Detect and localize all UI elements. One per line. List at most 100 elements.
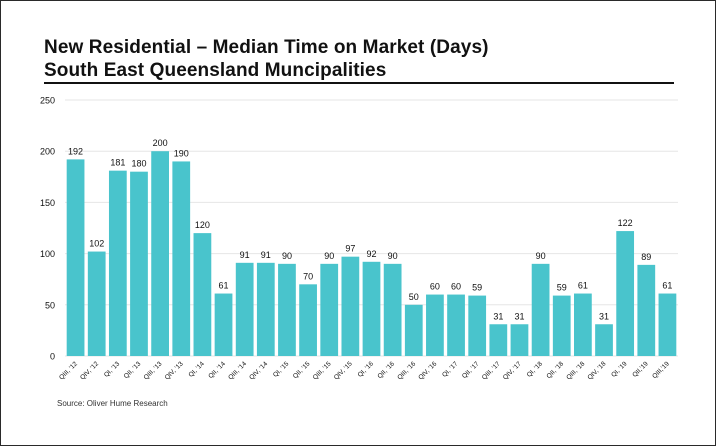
chart-title-block: New Residential – Median Time on Market …: [44, 36, 489, 82]
x-tick-label: QIII, '13: [143, 360, 164, 381]
x-tick-label: QIV, '15: [333, 360, 354, 381]
data-label: 59: [557, 283, 567, 293]
data-label: 70: [303, 271, 313, 281]
x-tick-label: QI, '18: [526, 360, 545, 379]
bar: [468, 295, 487, 356]
data-label: 180: [131, 159, 146, 169]
data-label: 120: [195, 220, 210, 230]
bar: [256, 262, 275, 356]
data-label: 92: [366, 249, 376, 259]
data-label: 31: [514, 311, 524, 321]
bar: [362, 261, 381, 356]
data-label: 91: [240, 250, 250, 260]
data-label: 60: [430, 282, 440, 292]
x-tick-label: QIII, '14: [227, 360, 248, 381]
data-label: 90: [324, 251, 334, 261]
y-tick-label: 150: [40, 198, 55, 208]
x-tick-label: QII, '16: [376, 360, 396, 380]
data-label: 60: [451, 282, 461, 292]
data-label: 91: [261, 250, 271, 260]
data-labels: 192 102 181 180 200 190 120 61 91 91 90 70 90 97 92 90 5…: [68, 138, 672, 321]
y-tick-label: 50: [45, 300, 55, 310]
bar: [299, 284, 317, 356]
chart-title: New Residential – Median Time on Market …: [44, 37, 489, 58]
x-tick-label: QII, '17: [461, 360, 481, 380]
data-label: 89: [641, 252, 651, 262]
y-tick-label: 250: [40, 96, 55, 106]
x-tick-label: QI, '16: [357, 360, 376, 379]
bar: [616, 231, 635, 356]
x-tick-label: QIII, '17: [481, 360, 502, 381]
data-label: 61: [219, 281, 229, 291]
bar: [510, 324, 529, 356]
data-label: 190: [174, 148, 189, 158]
data-label: 192: [68, 146, 83, 156]
bar: [278, 263, 296, 356]
x-tick-label: QIII, '18: [565, 360, 586, 381]
bar: [172, 161, 191, 356]
x-tick-label: QII, '15: [292, 360, 312, 380]
x-tick-label: QII,'19: [631, 360, 650, 379]
x-tick-label: QIV, '17: [502, 360, 523, 381]
bar: [489, 324, 508, 356]
bars: [66, 151, 677, 356]
x-tick-label: QIV, '16: [417, 360, 438, 381]
bar: [108, 170, 127, 356]
x-tick-label: QIII,'19: [651, 360, 671, 380]
x-tick-label: QI, '14: [187, 360, 206, 379]
data-label: 61: [578, 281, 588, 291]
bar: [320, 263, 339, 356]
data-label: 50: [409, 292, 419, 302]
title-rule: [44, 82, 674, 84]
bar: [447, 294, 465, 356]
x-tick-label: QIV, '14: [248, 360, 269, 381]
x-tick-label: QIII, '12: [58, 360, 79, 381]
data-label: 181: [110, 158, 125, 168]
data-label: 90: [536, 251, 546, 261]
data-label: 122: [618, 218, 633, 228]
bar: [130, 171, 148, 356]
data-label: 61: [662, 281, 672, 291]
x-tick-label: QIV, '18: [586, 360, 607, 381]
data-label: 102: [89, 239, 104, 249]
bar: [235, 262, 254, 356]
bar: [426, 294, 444, 356]
x-tick-label: QII, '13: [123, 360, 143, 380]
x-tick-label: QII, '18: [546, 360, 566, 380]
y-tick-label: 100: [40, 249, 55, 259]
x-tick-label: QIII, '16: [396, 360, 417, 381]
x-tick-label: QI, '15: [272, 360, 291, 379]
source-note: Source: Oliver Hume Research: [57, 399, 168, 408]
bar: [658, 293, 677, 356]
y-tick-label: 200: [40, 147, 55, 157]
x-axis-ticks: QIII, '12 QIV, '12 QI, '13 QII, '13 QIII, '1…: [58, 360, 671, 381]
bar: [383, 263, 402, 356]
bar: [531, 263, 550, 356]
bar: [552, 295, 571, 356]
chart-subtitle: South East Queensland Muncipalities: [44, 60, 387, 81]
bar: [637, 264, 656, 356]
data-label: 97: [345, 244, 355, 254]
bar: [193, 233, 212, 356]
data-label: 31: [493, 311, 503, 321]
x-tick-label: QI, '19: [610, 360, 629, 379]
x-tick-label: QIV, '13: [164, 360, 185, 381]
bar: [151, 151, 169, 356]
bar: [214, 293, 233, 356]
x-tick-label: QIV, '12: [79, 360, 100, 381]
bar: [595, 324, 613, 356]
x-tick-label: QI, '17: [441, 360, 460, 379]
bar: [574, 293, 592, 356]
x-tick-label: QI, '13: [103, 360, 122, 379]
bar: [66, 159, 85, 356]
bar: [341, 256, 360, 356]
x-tick-label: QIII, '15: [312, 360, 333, 381]
y-tick-label: 0: [50, 352, 55, 362]
data-label: 90: [388, 251, 398, 261]
bar: [87, 251, 106, 356]
data-label: 31: [599, 311, 609, 321]
data-label: 90: [282, 251, 292, 261]
bar: [404, 304, 423, 356]
x-tick-label: QII, '14: [207, 360, 227, 380]
